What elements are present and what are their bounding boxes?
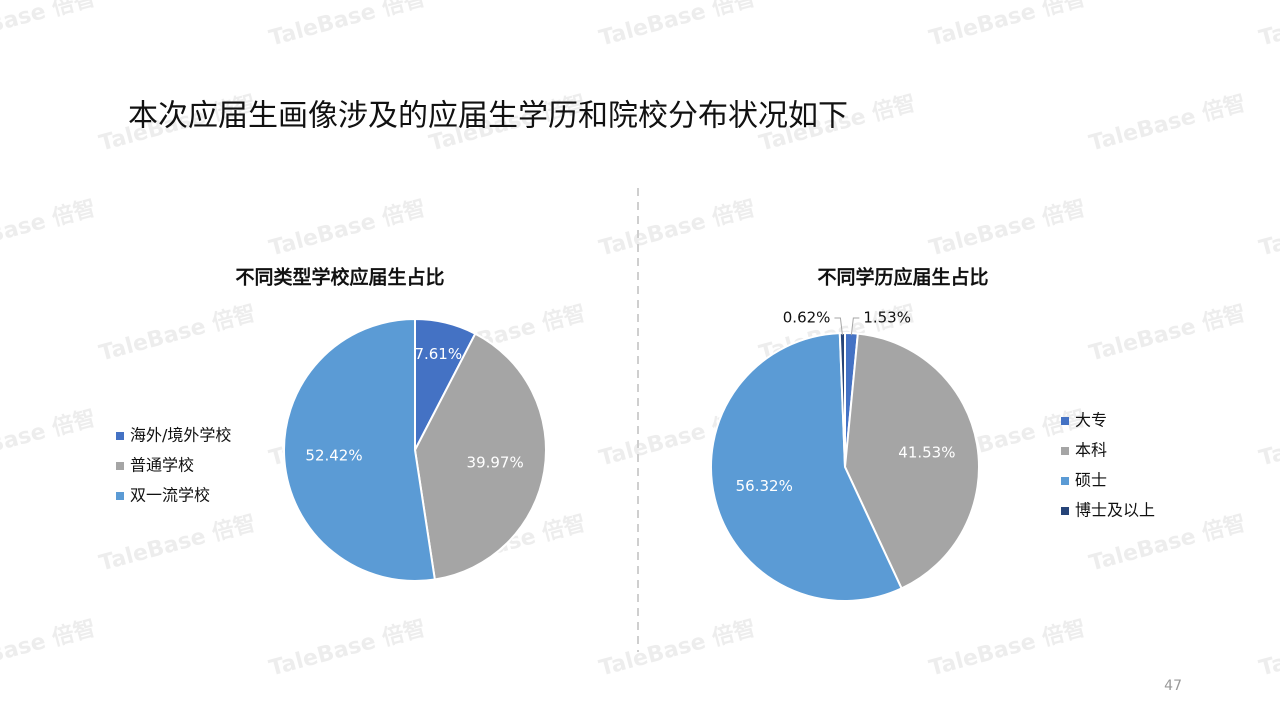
data-label: 52.42% [305, 447, 362, 465]
legend-label: 博士及以上 [1075, 501, 1155, 520]
legend-label: 本科 [1075, 441, 1107, 460]
legend-label: 海外/境外学校 [130, 426, 231, 445]
watermark: TaleBase 倍智 [266, 195, 428, 262]
data-label: 41.53% [898, 443, 955, 461]
legend-swatch [116, 432, 124, 440]
legend-swatch [1061, 477, 1069, 485]
legend-label: 普通学校 [130, 456, 194, 475]
chart-title: 不同类型学校应届生占比 [235, 266, 444, 289]
page-title: 本次应届生画像涉及的应届生学历和院校分布状况如下 [128, 99, 848, 134]
legend-swatch [116, 462, 124, 470]
legend-swatch [1061, 447, 1069, 455]
pie-slice [710, 332, 903, 602]
pie-slice [843, 332, 980, 590]
watermark: TaleBase 倍智 [266, 615, 428, 682]
watermark: TaleBase 倍智 [926, 615, 1088, 682]
legend-label: 大专 [1075, 411, 1107, 430]
legend-swatch [1061, 507, 1069, 515]
data-label: 1.53% [863, 309, 911, 327]
pie-slice [413, 332, 547, 581]
watermark: TaleBase 倍智 [0, 405, 98, 472]
watermark: TaleBase 倍智 [1256, 615, 1280, 682]
watermark: TaleBase 倍智 [96, 300, 258, 367]
watermark: TaleBase 倍智 [926, 0, 1088, 52]
watermark: TaleBase 倍智 [1256, 0, 1280, 52]
watermark: TaleBase 倍智 [1086, 300, 1248, 367]
watermark: TaleBase 倍智 [1086, 90, 1248, 157]
watermark: TaleBase 倍智 [1256, 405, 1280, 472]
watermark: TaleBase 倍智 [1086, 510, 1248, 577]
watermark: TaleBase 倍智 [0, 195, 98, 262]
pie-slice [283, 317, 436, 582]
watermark: TaleBase 倍智 [266, 0, 428, 52]
legend-swatch [116, 492, 124, 500]
watermark: TaleBase 倍智 [0, 0, 98, 52]
watermark: TaleBase 倍智 [596, 195, 758, 262]
data-label: 56.32% [736, 477, 793, 495]
watermark: TaleBase 倍智 [596, 615, 758, 682]
leader-line [834, 317, 843, 336]
watermark: TaleBase 倍智 [926, 195, 1088, 262]
watermark: TaleBase 倍智 [96, 510, 258, 577]
page-number: 47 [1164, 678, 1182, 694]
legend-label: 硕士 [1075, 471, 1107, 490]
legend-swatch [1061, 417, 1069, 425]
watermark: TaleBase 倍智 [0, 615, 98, 682]
chart-title: 不同学历应届生占比 [817, 266, 988, 289]
leader-line [850, 317, 860, 336]
data-label: 39.97% [467, 454, 524, 472]
data-label: 0.62% [783, 309, 831, 327]
watermark: TaleBase 倍智 [1256, 195, 1280, 262]
legend-label: 双一流学校 [130, 486, 210, 505]
watermark: TaleBase 倍智 [596, 0, 758, 52]
data-label: 7.61% [414, 345, 462, 363]
